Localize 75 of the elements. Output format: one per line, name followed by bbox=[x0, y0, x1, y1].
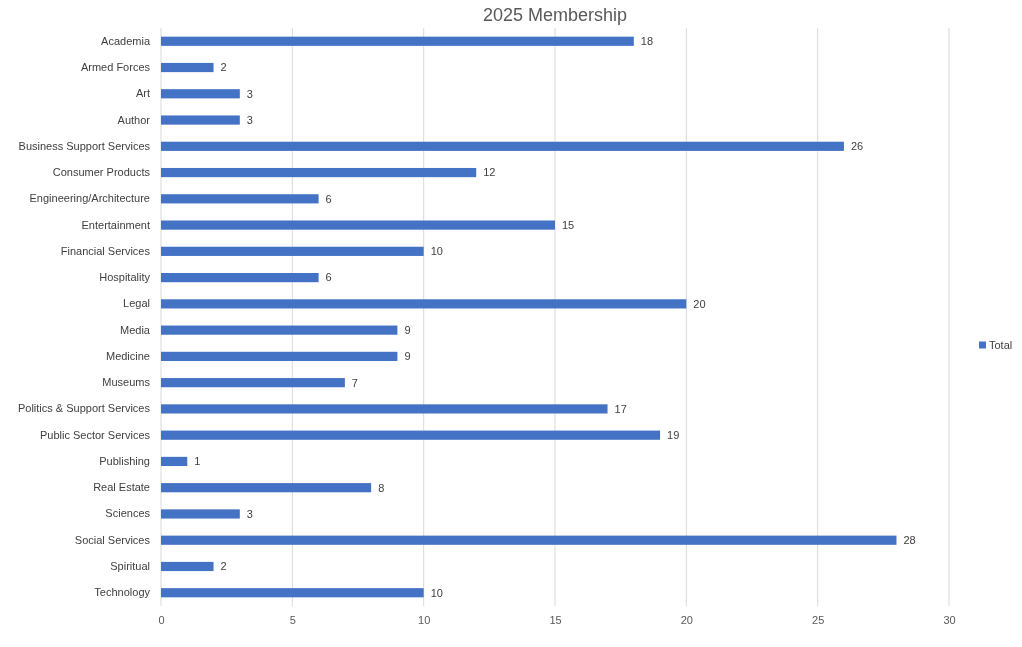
data-label: 28 bbox=[903, 534, 916, 547]
data-label: 3 bbox=[246, 87, 253, 100]
y-tick-label: Social Services bbox=[74, 533, 151, 546]
bar bbox=[161, 194, 319, 204]
y-tick-label: Armed Forces bbox=[80, 61, 151, 74]
data-label: 8 bbox=[378, 481, 385, 494]
y-tick-label: Financial Services bbox=[60, 244, 151, 257]
bar bbox=[161, 483, 372, 493]
data-label: 15 bbox=[562, 218, 575, 231]
y-tick-label: Business Support Services bbox=[18, 139, 151, 152]
y-tick-label: Entertainment bbox=[81, 218, 150, 231]
data-label: 3 bbox=[246, 507, 253, 520]
y-tick-label: Engineering/Architecture bbox=[29, 192, 150, 205]
y-tick-label: Art bbox=[135, 87, 150, 100]
data-label: 10 bbox=[430, 586, 443, 599]
data-label: 1 bbox=[194, 455, 201, 468]
y-tick-label: Hospitality bbox=[99, 271, 151, 284]
legend-label: Total bbox=[989, 338, 1013, 351]
y-tick-label: Author bbox=[117, 113, 151, 126]
bar bbox=[161, 36, 634, 46]
data-label: 3 bbox=[246, 113, 253, 126]
y-tick-label: Legal bbox=[123, 297, 150, 310]
y-tick-label: Politics & Support Services bbox=[17, 402, 151, 415]
bar bbox=[161, 325, 398, 335]
bar bbox=[161, 141, 844, 151]
x-tick-label: 25 bbox=[812, 613, 825, 626]
bar bbox=[161, 220, 555, 230]
y-tick-label: Medicine bbox=[105, 349, 150, 362]
x-tick-label: 20 bbox=[680, 613, 693, 626]
bar bbox=[161, 456, 188, 467]
x-tick-label: 0 bbox=[158, 613, 165, 626]
bar bbox=[161, 430, 661, 440]
x-tick-label: 5 bbox=[289, 613, 296, 626]
y-tick-label: Public Sector Services bbox=[39, 428, 151, 441]
x-tick-label: 10 bbox=[418, 613, 431, 626]
bar bbox=[161, 378, 345, 388]
x-tick-label: 15 bbox=[549, 613, 562, 626]
data-label: 10 bbox=[430, 245, 443, 258]
y-tick-label: Consumer Products bbox=[52, 166, 151, 179]
data-label: 6 bbox=[325, 271, 332, 284]
bar bbox=[161, 115, 240, 125]
data-label: 9 bbox=[404, 323, 411, 336]
y-tick-label: Media bbox=[120, 323, 151, 336]
bar bbox=[161, 62, 214, 73]
bar bbox=[161, 588, 424, 598]
data-label: 17 bbox=[614, 402, 627, 415]
bar bbox=[161, 273, 319, 283]
y-tick-label: Academia bbox=[101, 34, 151, 47]
data-label: 9 bbox=[404, 350, 411, 363]
bar bbox=[161, 509, 240, 519]
bar bbox=[161, 561, 214, 572]
bar bbox=[161, 246, 424, 256]
data-label: 7 bbox=[351, 376, 358, 389]
bar bbox=[161, 167, 477, 178]
bar bbox=[161, 535, 897, 545]
y-tick-label: Museums bbox=[102, 376, 151, 389]
chart-title: 2025 Membership bbox=[482, 5, 628, 25]
data-label: 26 bbox=[850, 140, 864, 153]
data-label: 20 bbox=[693, 297, 706, 310]
data-label: 19 bbox=[667, 429, 680, 442]
bar bbox=[161, 404, 608, 414]
y-tick-label: Technology bbox=[94, 586, 151, 599]
data-label: 12 bbox=[483, 166, 496, 179]
data-label: 18 bbox=[640, 35, 654, 48]
y-tick-label: Publishing bbox=[99, 454, 150, 467]
x-tick-label: 30 bbox=[943, 613, 956, 626]
data-label: 2 bbox=[220, 61, 227, 74]
y-tick-label: Sciences bbox=[105, 507, 151, 520]
data-label: 6 bbox=[325, 192, 332, 205]
bar bbox=[161, 351, 398, 361]
bar bbox=[161, 299, 687, 309]
y-tick-label: Spiritual bbox=[110, 560, 150, 572]
bar bbox=[161, 89, 240, 99]
data-label: 2 bbox=[220, 560, 227, 573]
y-tick-label: Real Estate bbox=[93, 481, 150, 494]
